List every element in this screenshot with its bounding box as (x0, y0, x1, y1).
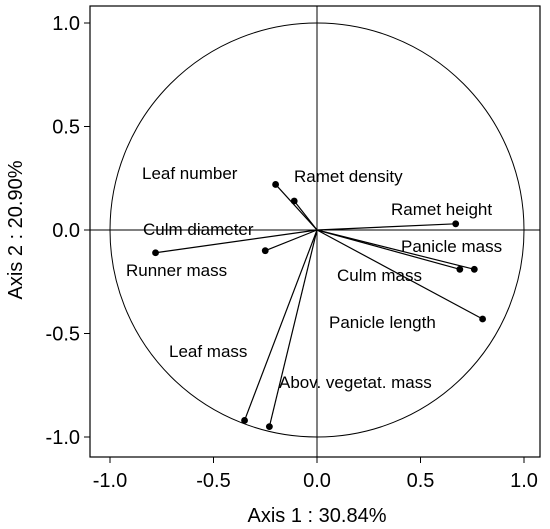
y-axis-title: Axis 2 : 20.90% (5, 160, 27, 299)
variable-vector (268, 229, 318, 427)
plot-frame (89, 5, 541, 458)
variable-label: Leaf number (142, 164, 238, 183)
variable-label: Abov. vegetat. mass (279, 373, 432, 392)
variable-vector (316, 229, 475, 270)
variable-point (261, 247, 269, 255)
variable-point (479, 315, 486, 323)
variable-label: Panicle length (329, 313, 436, 332)
variable-point (152, 249, 159, 257)
variable-label: Ramet density (294, 167, 403, 186)
variable-vector (155, 229, 318, 254)
variable-label: Runner mass (126, 261, 227, 280)
variable-point (265, 423, 273, 431)
variable-point (241, 417, 248, 424)
variable-label: Panicle mass (401, 237, 502, 256)
x-tick-label: 1.0 (510, 470, 538, 492)
variable-point (290, 197, 298, 205)
x-tick-label: 0.5 (407, 470, 435, 492)
variable-point (272, 181, 279, 188)
x-tick-label: 0.0 (303, 470, 331, 492)
y-tick-label: 1.0 (52, 13, 80, 35)
variable-vector (243, 229, 318, 421)
variable-vector (316, 229, 460, 270)
variable-vector (265, 229, 318, 252)
variable-vector (316, 229, 483, 320)
variable-label: Culm diameter (143, 220, 254, 239)
variable-vector (316, 223, 456, 231)
variable-point (452, 220, 460, 228)
variable-label: Culm mass (337, 266, 422, 285)
variable-label: Ramet height (391, 200, 492, 219)
x-tick-label: -1.0 (93, 470, 127, 492)
x-axis-title: Axis 1 : 30.84% (248, 505, 387, 527)
variable-vector (293, 200, 318, 231)
variable-point (456, 265, 464, 273)
y-tick-label: -0.5 (46, 324, 80, 346)
y-tick-label: 0.0 (52, 220, 80, 242)
variable-point (470, 265, 478, 273)
variable-vector (275, 184, 318, 231)
x-tick-label: -0.5 (196, 470, 230, 492)
y-tick-label: -1.0 (46, 427, 80, 449)
variable-label: Leaf mass (169, 342, 247, 361)
y-tick-label: 0.5 (52, 117, 80, 139)
